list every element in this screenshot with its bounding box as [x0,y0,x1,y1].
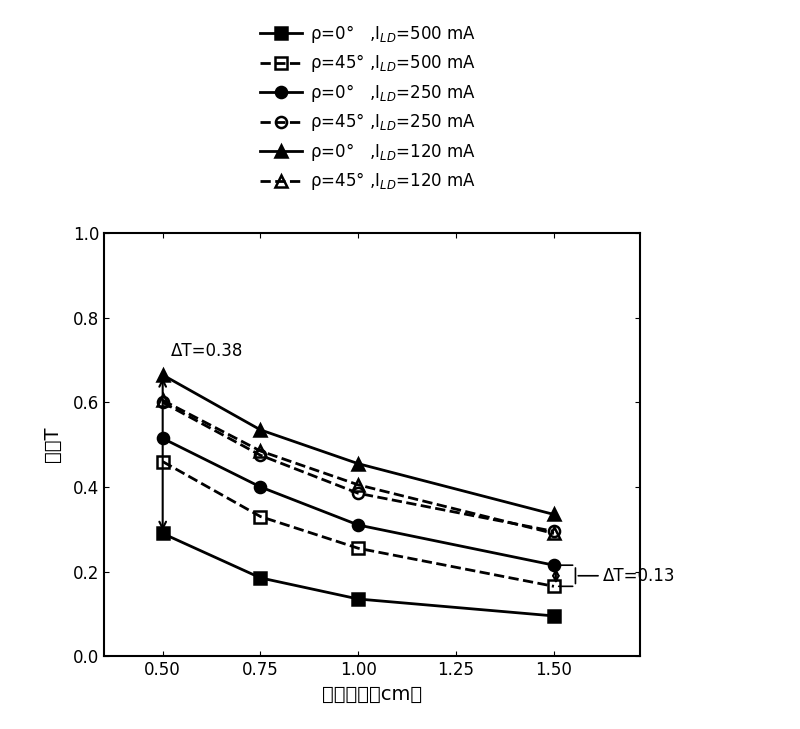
Text: ΔT=0.13: ΔT=0.13 [603,566,675,585]
Y-axis label: 透射T: 透射T [42,427,62,462]
Legend: ρ=0°   ,I$_{LD}$=500 mA, ρ=45° ,I$_{LD}$=500 mA, ρ=0°   ,I$_{LD}$=250 mA, ρ=45° : ρ=0° ,I$_{LD}$=500 mA, ρ=45° ,I$_{LD}$=5… [260,23,476,192]
X-axis label: 路径长度［cm］: 路径长度［cm］ [322,685,422,703]
Text: ΔT=0.38: ΔT=0.38 [170,342,243,360]
